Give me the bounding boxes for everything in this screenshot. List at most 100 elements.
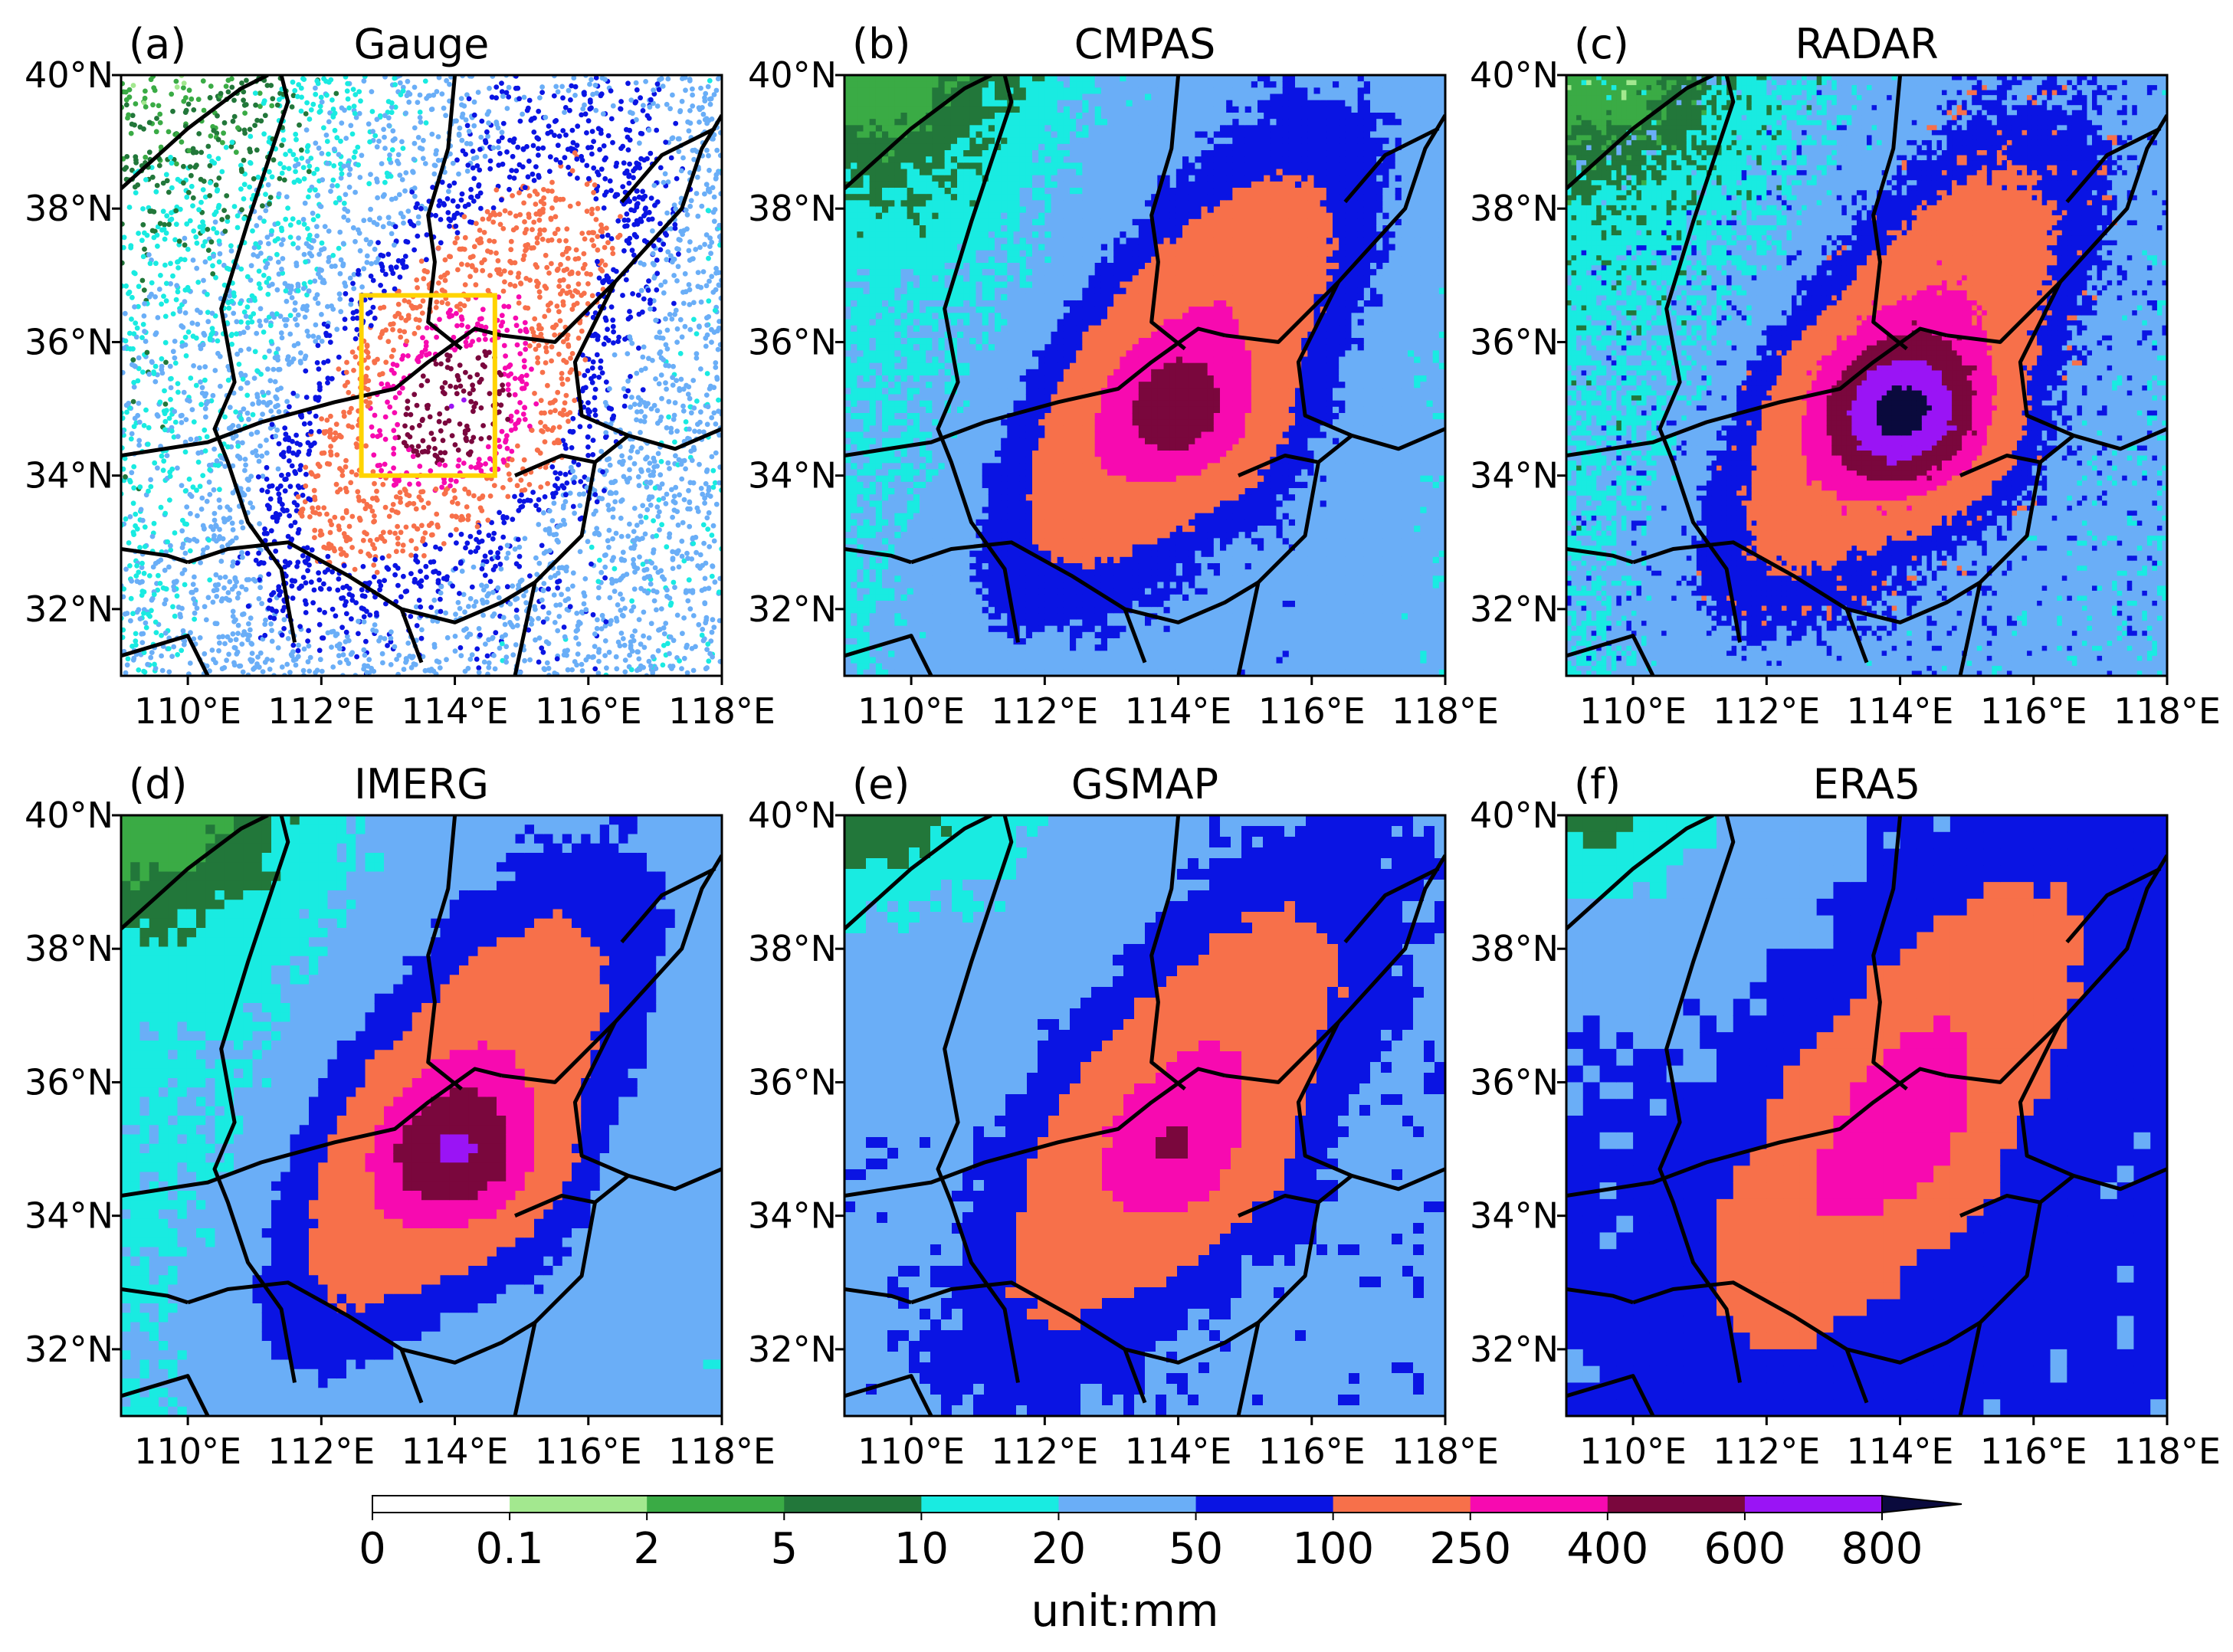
gauge-station-dot bbox=[638, 398, 644, 403]
gauge-station-dot bbox=[322, 224, 328, 229]
panel-gauge: 110°E 112°E 114°E 116°E 118°E40°N38°N36°N34°… bbox=[25, 20, 775, 732]
gauge-station-dot bbox=[651, 243, 657, 249]
gauge-station-dot bbox=[249, 651, 255, 656]
gauge-station-dot bbox=[555, 226, 561, 232]
gauge-station-dot bbox=[445, 357, 451, 363]
gauge-station-dot bbox=[596, 375, 602, 380]
gauge-station-dot bbox=[598, 166, 605, 172]
gauge-station-dot bbox=[470, 149, 476, 154]
gauge-station-dot bbox=[441, 105, 447, 111]
gauge-station-dot bbox=[234, 560, 241, 566]
gauge-station-dot bbox=[434, 299, 440, 305]
gauge-station-dot bbox=[352, 110, 358, 116]
gauge-station-dot bbox=[471, 564, 477, 570]
gauge-station-dot bbox=[461, 303, 467, 309]
gauge-station-dot bbox=[526, 211, 532, 218]
gauge-station-dot bbox=[654, 504, 661, 510]
gauge-station-dot bbox=[674, 612, 680, 618]
gauge-station-dot bbox=[405, 353, 411, 359]
gauge-station-dot bbox=[161, 293, 166, 299]
gauge-station-dot bbox=[396, 311, 402, 317]
gauge-station-dot bbox=[473, 282, 479, 288]
gauge-station-dot bbox=[307, 279, 313, 285]
gauge-station-dot bbox=[539, 236, 546, 242]
gauge-station-dot bbox=[647, 574, 653, 579]
gauge-station-dot bbox=[561, 267, 567, 274]
gauge-station-dot bbox=[481, 659, 487, 665]
gauge-station-dot bbox=[544, 616, 550, 622]
gauge-station-dot bbox=[603, 552, 608, 558]
gauge-station-dot bbox=[606, 544, 612, 550]
gauge-station-dot bbox=[272, 379, 278, 385]
gauge-station-dot bbox=[679, 538, 685, 544]
gauge-station-dot bbox=[484, 583, 490, 589]
gauge-station-dot bbox=[515, 536, 521, 542]
gauge-station-dot bbox=[149, 533, 156, 539]
gauge-station-dot bbox=[322, 430, 327, 436]
gauge-station-dot bbox=[217, 504, 223, 510]
gauge-station-dot bbox=[701, 540, 707, 546]
gauge-station-dot bbox=[201, 547, 206, 553]
gauge-station-dot bbox=[560, 299, 566, 305]
gauge-station-dot bbox=[415, 220, 421, 226]
gauge-station-dot bbox=[121, 466, 126, 472]
gauge-station-dot bbox=[143, 339, 149, 344]
gauge-station-dot bbox=[457, 645, 464, 651]
gauge-station-dot bbox=[604, 275, 610, 281]
gauge-station-dot bbox=[512, 493, 517, 500]
gauge-station-dot bbox=[711, 194, 717, 200]
gauge-station-dot bbox=[375, 195, 380, 201]
gauge-station-dot bbox=[241, 611, 247, 617]
gauge-station-dot bbox=[577, 503, 583, 509]
gauge-station-dot bbox=[401, 220, 406, 226]
gauge-station-dot bbox=[257, 650, 264, 656]
gauge-station-dot bbox=[341, 200, 347, 206]
gauge-station-dot bbox=[541, 201, 547, 207]
gauge-station-dot bbox=[642, 365, 648, 372]
gauge-station-dot bbox=[651, 473, 656, 478]
gauge-station-dot bbox=[590, 91, 595, 97]
gauge-station-dot bbox=[690, 92, 695, 98]
gauge-station-dot bbox=[625, 80, 631, 87]
gauge-station-dot bbox=[351, 286, 357, 291]
gauge-station-dot bbox=[573, 247, 579, 253]
gauge-station-dot bbox=[705, 84, 711, 90]
gauge-station-dot bbox=[294, 564, 300, 569]
gauge-station-dot bbox=[474, 155, 480, 160]
gauge-station-dot bbox=[285, 636, 291, 641]
gauge-station-dot bbox=[254, 429, 260, 435]
gauge-station-dot bbox=[549, 428, 555, 433]
gauge-station-dot bbox=[622, 393, 628, 399]
gauge-station-dot bbox=[575, 641, 582, 647]
gauge-station-dot bbox=[421, 267, 428, 274]
gauge-station-dot bbox=[336, 354, 342, 360]
gauge-station-dot bbox=[392, 224, 398, 230]
gauge-station-dot bbox=[523, 382, 530, 387]
gauge-station-dot bbox=[504, 327, 510, 333]
gauge-station-dot bbox=[605, 232, 611, 238]
gauge-station-dot bbox=[344, 634, 350, 640]
gauge-station-dot bbox=[158, 504, 164, 510]
gauge-station-dot bbox=[605, 133, 612, 139]
gauge-station-dot bbox=[633, 80, 639, 86]
gauge-station-dot bbox=[181, 85, 186, 90]
gauge-station-dot bbox=[516, 96, 522, 102]
gauge-station-dot bbox=[343, 629, 349, 635]
gauge-station-dot bbox=[252, 90, 258, 96]
gauge-station-dot bbox=[441, 541, 447, 546]
gauge-station-dot bbox=[529, 366, 534, 372]
gauge-station-dot bbox=[654, 533, 659, 539]
gauge-station-dot bbox=[405, 315, 412, 321]
gauge-station-dot bbox=[470, 165, 476, 171]
gauge-station-dot bbox=[315, 300, 321, 306]
gauge-station-dot bbox=[470, 382, 475, 388]
gauge-station-dot bbox=[702, 500, 707, 506]
gauge-station-dot bbox=[631, 402, 638, 407]
gauge-station-dot bbox=[217, 534, 222, 539]
gauge-station-dot bbox=[569, 367, 575, 372]
gauge-station-dot bbox=[383, 271, 389, 277]
gauge-station-dot bbox=[231, 662, 238, 668]
gauge-station-dot bbox=[458, 96, 464, 101]
gauge-station-dot bbox=[346, 105, 352, 111]
gauge-station-dot bbox=[494, 267, 500, 273]
